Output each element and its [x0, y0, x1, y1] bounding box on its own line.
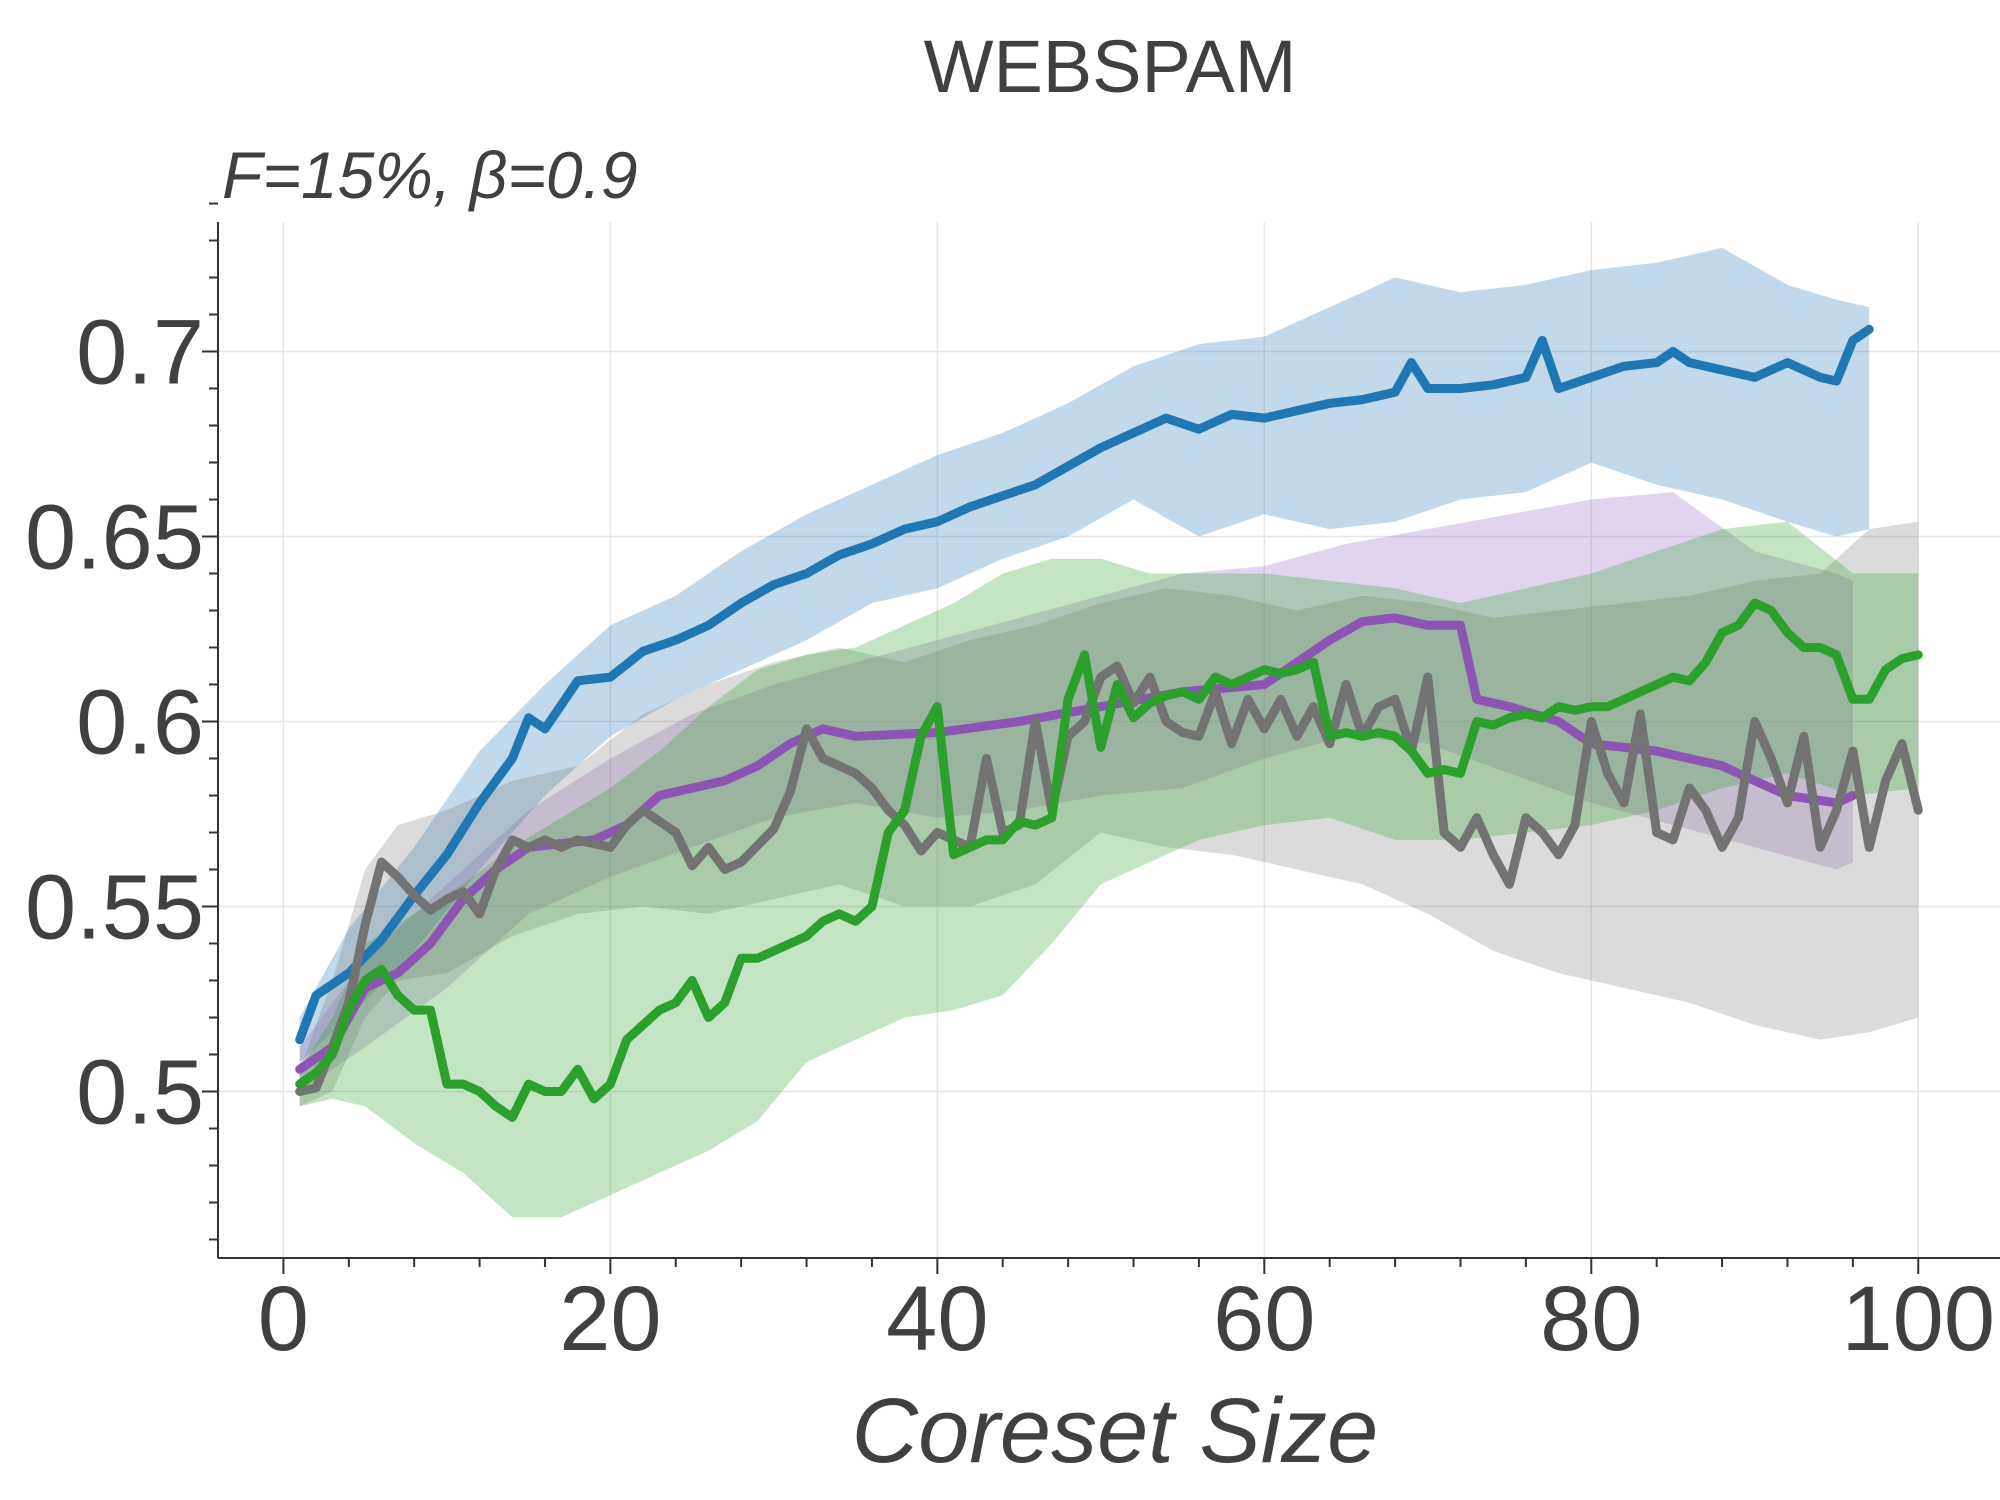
x-tick-label: 40: [886, 1268, 988, 1370]
y-tick-label: 0.65: [25, 487, 204, 589]
x-tick-label: 60: [1213, 1268, 1315, 1370]
series-3-line: [295, 598, 1923, 1122]
series-2-line: [295, 661, 1923, 1096]
x-axis-label: Coreset Size: [852, 1380, 1379, 1482]
tick-labels: 0 20 40 60 80 100 0.5 0.55 0.6 0.65 0.7: [25, 302, 1995, 1371]
y-tick-label: 0.6: [76, 672, 204, 774]
series-0-line: [295, 324, 1874, 1045]
x-tick-label: 0: [258, 1268, 309, 1370]
x-tick-label: 20: [559, 1268, 661, 1370]
y-tick-label: 0.7: [76, 302, 204, 404]
axes: [202, 202, 2000, 1274]
y-tick-label: 0.55: [25, 857, 204, 959]
series-3-band: [299, 521, 1919, 1218]
y-tick-label: 0.5: [76, 1042, 204, 1144]
series-lines: [295, 324, 1923, 1122]
chart-subtitle: F=15%, β=0.9: [222, 138, 638, 212]
x-tick-label: 100: [1842, 1268, 1996, 1370]
x-tick-label: 80: [1540, 1268, 1642, 1370]
series-0-band: [299, 247, 1870, 1062]
chart-title: WEBSPAM: [924, 25, 1297, 108]
series-2-band: [299, 521, 1919, 1107]
